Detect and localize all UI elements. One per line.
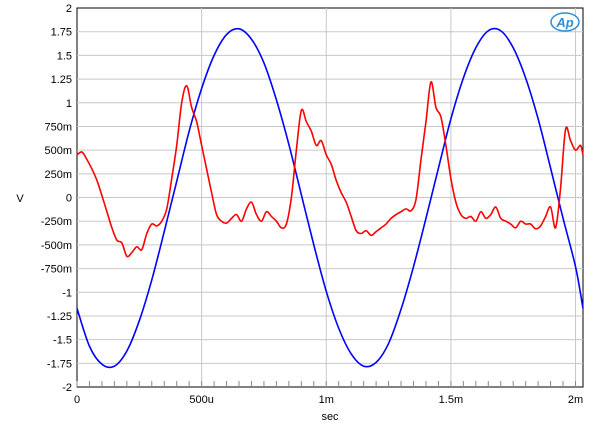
tick-labels: 2 1.75 1.5 1.25 1 750m 500m 250m 0 -250m -500m -750…	[41, 3, 583, 406]
series-line-2	[76, 81, 584, 258]
x-tick-label: 1.5m	[439, 394, 463, 406]
x-axis-title: sec	[321, 411, 339, 423]
y-tick-label: -1.5	[53, 335, 72, 347]
y-tick-label: -750m	[41, 264, 72, 276]
y-tick-label: -1.25	[47, 311, 72, 323]
y-tick-label: -250m	[41, 216, 72, 228]
y-tick-label: 1.5	[57, 50, 72, 62]
minor-x-ticks	[76, 381, 577, 387]
y-tick-label: 0	[66, 193, 72, 205]
y-tick-label: 1.25	[51, 74, 72, 86]
y-tick-label: 500m	[44, 145, 72, 157]
y-tick-label: 250m	[44, 169, 72, 181]
logo-ellipse	[550, 12, 580, 32]
series-line-1	[76, 27, 584, 369]
y-tick-label: -500m	[41, 240, 72, 252]
y-tick-label: -2	[62, 382, 72, 394]
y-tick-label: -1.75	[47, 358, 72, 370]
x-tick-label: 1m	[319, 394, 334, 406]
logo-text: Ap	[555, 15, 573, 30]
y-tick-label: 2	[66, 3, 72, 15]
y-tick-label: 1	[66, 98, 72, 110]
ap-logo: Ap	[550, 12, 580, 32]
y-tick-label: -1	[62, 287, 72, 299]
series-layer	[76, 27, 584, 369]
y-tick-label: 750m	[44, 121, 72, 133]
y-tick-label: 1.75	[51, 27, 72, 39]
x-tick-label: 2m	[568, 394, 583, 406]
x-tick-label: 500u	[189, 394, 213, 406]
x-tick-label: 0	[74, 394, 80, 406]
y-axis-title: V	[16, 193, 24, 205]
